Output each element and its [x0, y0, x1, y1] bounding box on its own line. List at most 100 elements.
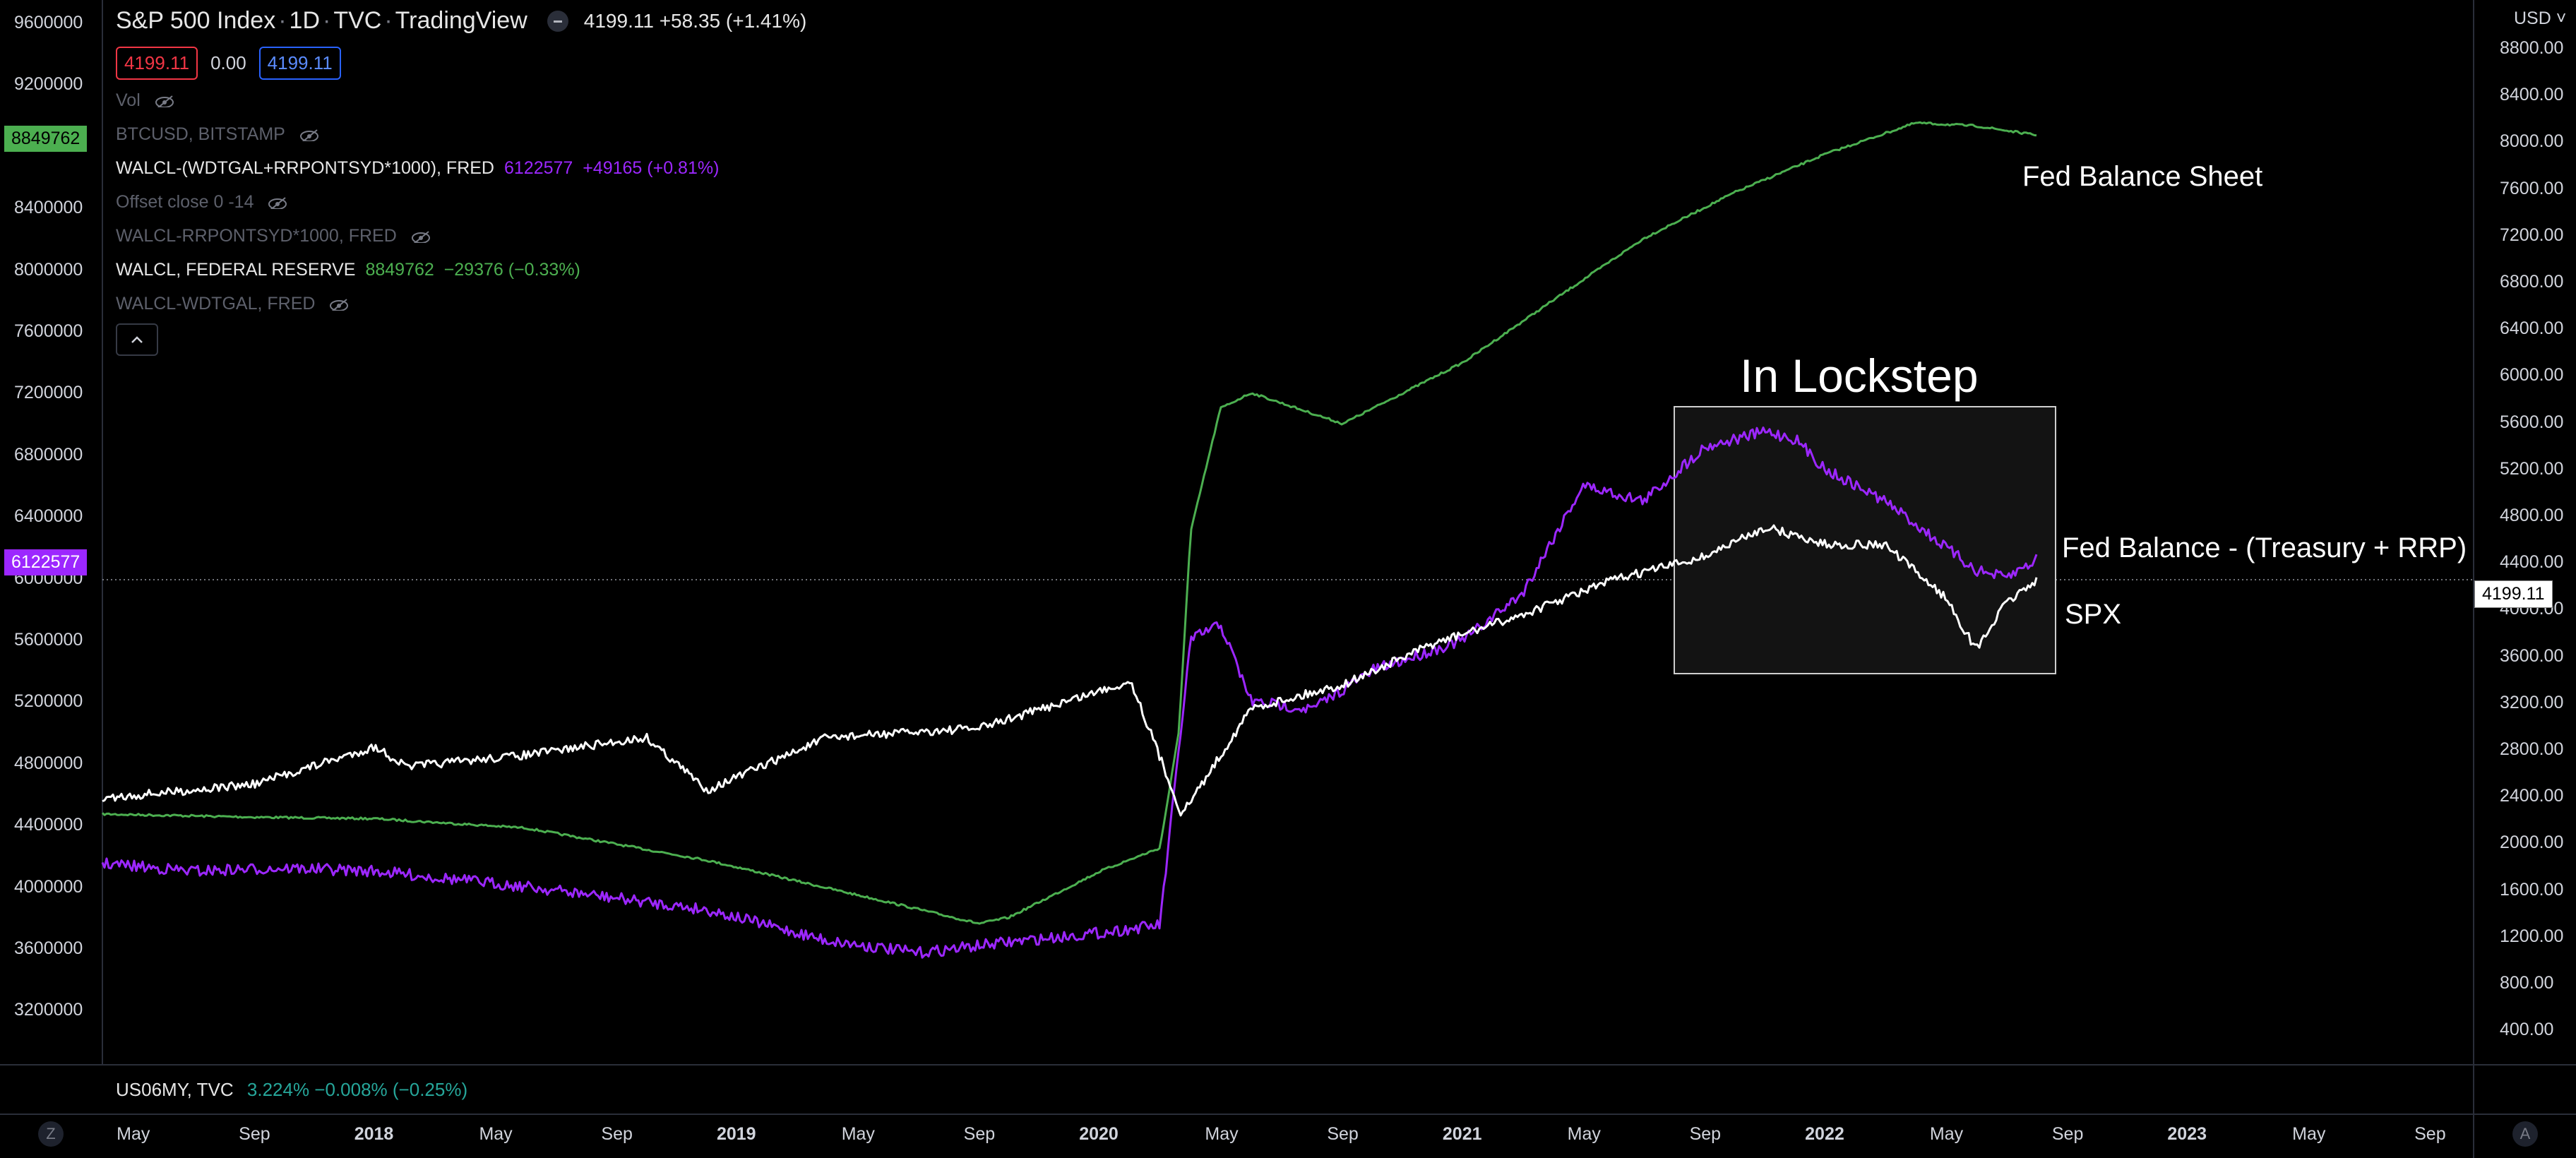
- time-axis-tick: May: [1205, 1124, 1239, 1144]
- annotation-fed-balance-sheet: Fed Balance Sheet: [2022, 161, 2263, 192]
- left-axis-tick: 3200000: [14, 1000, 83, 1020]
- right-axis-tick: 8400.00: [2500, 85, 2564, 105]
- legend-value: 8849762 −29376 (−0.33%): [365, 260, 580, 280]
- time-axis-tick: 2019: [716, 1124, 756, 1144]
- left-axis-tick: 4800000: [14, 753, 83, 773]
- legend-row[interactable]: WALCL-(WDTGAL+RRPONTSYD*1000), FRED 61225…: [116, 158, 719, 179]
- purple-price-tag: 6122577: [4, 549, 88, 575]
- left-axis-tick: 7200000: [14, 383, 83, 403]
- legend-row[interactable]: WALCL-RRPONTSYD*1000, FRED: [116, 226, 431, 246]
- spx-last-price-tag: 4199.11: [2474, 580, 2553, 608]
- symbol-exchange: TVC: [333, 7, 382, 34]
- time-axis-tick: May: [479, 1124, 513, 1144]
- hidden-eye-icon[interactable]: [153, 95, 174, 107]
- hidden-eye-icon[interactable]: [328, 298, 349, 311]
- hidden-eye-icon[interactable]: [410, 230, 431, 243]
- last-price: 4199.11: [583, 9, 654, 32]
- time-axis-tick: Sep: [2051, 1124, 2084, 1144]
- buy-button[interactable]: 4199.11: [258, 47, 341, 80]
- time-axis-tick: May: [841, 1124, 875, 1144]
- left-axis-tick: 9600000: [14, 13, 83, 32]
- legend-row[interactable]: Offset close 0 -14: [116, 192, 287, 213]
- left-axis-tick: 8400000: [14, 198, 83, 218]
- time-axis-tick: May: [2292, 1124, 2326, 1144]
- left-axis-tick: 5600000: [14, 630, 83, 650]
- legend-label: WALCL-RRPONTSYD*1000, FRED: [116, 226, 397, 246]
- left-axis-tick: 8000000: [14, 259, 83, 280]
- right-axis-tick: 4400.00: [2500, 552, 2564, 573]
- legend-label: Vol: [116, 90, 141, 110]
- chevron-down-icon: ˅: [2551, 8, 2567, 28]
- time-axis-tick: Sep: [963, 1124, 996, 1144]
- symbol-interval: 1D: [289, 7, 321, 34]
- time-axis-tick: Sep: [239, 1124, 270, 1144]
- sell-button[interactable]: 4199.11: [116, 47, 198, 80]
- right-axis-tick: 3200.00: [2500, 692, 2564, 712]
- time-axis-tick: Sep: [601, 1124, 633, 1144]
- left-axis-tick: 3600000: [14, 938, 83, 958]
- right-axis-tick: 2000.00: [2500, 832, 2564, 853]
- right-axis-tick: 800.00: [2500, 973, 2554, 993]
- symbol-title[interactable]: S&P 500 Index · 1D · TVC · TradingView 4…: [116, 7, 807, 34]
- time-axis-tick: Sep: [2414, 1124, 2446, 1144]
- right-axis-tick: 5200.00: [2500, 458, 2564, 479]
- time-axis-tick: May: [117, 1124, 150, 1144]
- lower-pane-value: 3.224% −0.008% (−0.25%): [246, 1079, 468, 1100]
- series-line-fed-balance-sheet: [101, 121, 2037, 925]
- left-axis-tick: 6400000: [14, 506, 83, 527]
- symbol-source: TradingView: [395, 7, 527, 34]
- right-axis-tick: 1600.00: [2500, 879, 2564, 900]
- left-axis-tick: 6800000: [14, 444, 83, 465]
- annotation-fed-net: Fed Balance - (Treasury + RRP): [2062, 532, 2467, 563]
- right-axis-tick: 8800.00: [2500, 38, 2564, 58]
- time-axis-tick: May: [1929, 1124, 1964, 1144]
- green-price-tag: 8849762: [4, 126, 88, 152]
- legend-label: Offset close 0 -14: [116, 192, 254, 212]
- trade-panel: 4199.11 0.00 4199.11: [116, 47, 341, 80]
- right-axis-tick: 400.00: [2500, 1020, 2554, 1040]
- minus-icon[interactable]: [547, 10, 568, 32]
- left-axis-tick: 4000000: [14, 876, 83, 897]
- left-axis-tick: 4400000: [14, 815, 83, 835]
- symbol-name: S&P 500 Index: [116, 7, 276, 34]
- right-axis-tick: 2400.00: [2500, 786, 2564, 806]
- right-axis-tick: 6400.00: [2500, 318, 2564, 339]
- legend-row[interactable]: BTCUSD, BITSTAMP: [116, 124, 319, 145]
- time-axis-tick: 2020: [1079, 1124, 1119, 1144]
- hidden-eye-icon[interactable]: [266, 196, 287, 209]
- time-axis-tick: Sep: [1327, 1124, 1359, 1144]
- collapse-legend-button[interactable]: [116, 323, 158, 356]
- currency-selector[interactable]: USD ˅: [2514, 8, 2567, 28]
- legend-label: BTCUSD, BITSTAMP: [116, 124, 285, 144]
- right-axis-tick: 4800.00: [2500, 506, 2564, 525]
- left-axis-tick: 9200000: [14, 74, 83, 95]
- price-change: +58.35 (+1.41%): [659, 9, 807, 32]
- right-axis-tick: 2800.00: [2500, 739, 2564, 759]
- lower-pane-legend[interactable]: US06MY, TVC 3.224% −0.008% (−0.25%): [116, 1079, 467, 1101]
- lower-pane-symbol: US06MY, TVC: [116, 1079, 234, 1100]
- right-axis-tick: 3600.00: [2500, 645, 2564, 666]
- right-axis-tick: 5600.00: [2500, 412, 2564, 432]
- auto-scale-button[interactable]: A: [2512, 1121, 2538, 1147]
- series-line-fed-net: [101, 426, 2038, 959]
- right-axis-tick: 8000.00: [2500, 131, 2564, 152]
- right-axis-tick: 1200.00: [2500, 926, 2564, 946]
- left-axis-tick: 5200000: [14, 691, 83, 712]
- legend-label: WALCL-WDTGAL, FRED: [116, 294, 316, 314]
- annotation-spx: SPX: [2065, 599, 2122, 630]
- legend-row[interactable]: Vol: [116, 90, 174, 111]
- hidden-eye-icon[interactable]: [298, 129, 319, 141]
- zoom-toggle-button[interactable]: Z: [38, 1121, 64, 1147]
- right-axis-tick: 7200.00: [2500, 225, 2564, 245]
- legend-row[interactable]: WALCL-WDTGAL, FRED: [116, 294, 349, 314]
- legend-row[interactable]: WALCL, FEDERAL RESERVE 8849762 −29376 (−0…: [116, 260, 580, 280]
- right-axis-tick: 7600.00: [2500, 178, 2564, 198]
- time-axis-tick: Sep: [1689, 1124, 1722, 1144]
- time-axis-tick: 2022: [1805, 1124, 1844, 1144]
- spread-value: 0.00: [210, 52, 246, 73]
- time-axis-tick: 2021: [1442, 1124, 1482, 1144]
- chevron-up-icon: [131, 336, 143, 343]
- series-line-spx: [102, 524, 2038, 817]
- time-axis-tick: 2018: [354, 1124, 394, 1144]
